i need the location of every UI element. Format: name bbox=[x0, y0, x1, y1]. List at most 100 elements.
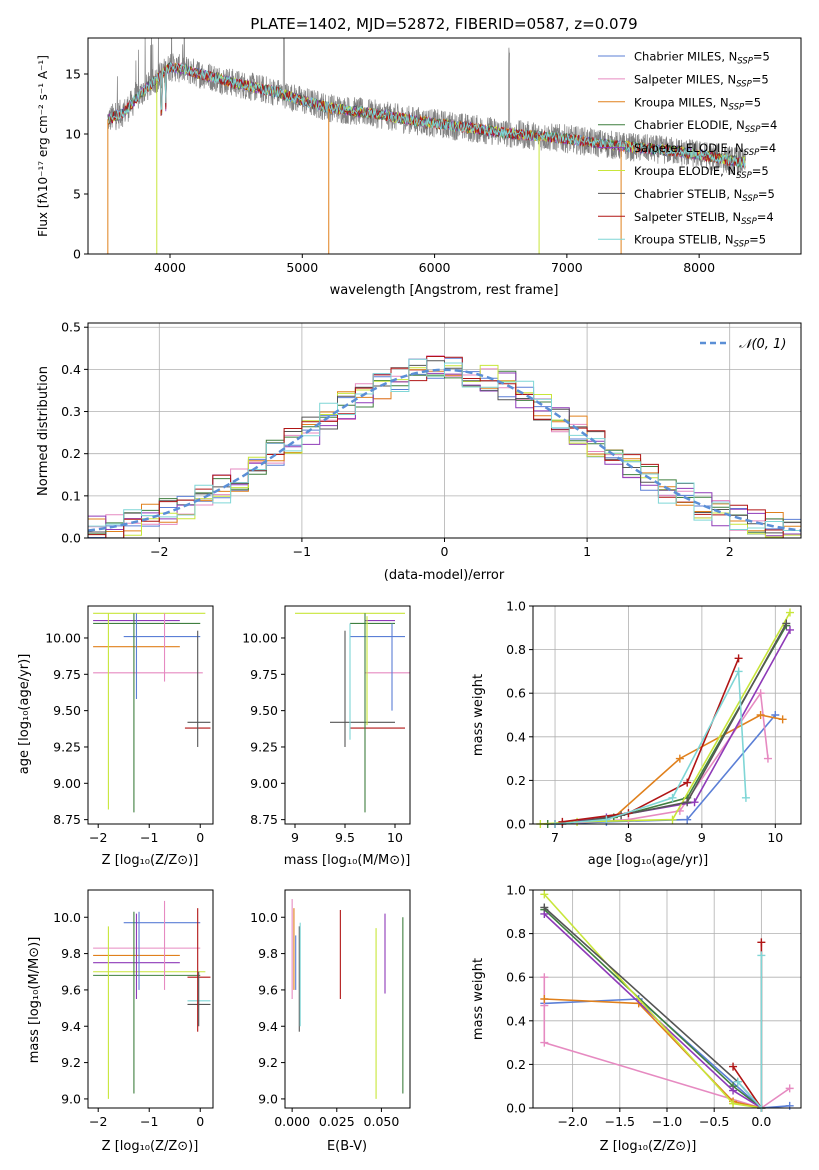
legend-suffix: =4 bbox=[759, 141, 776, 155]
y-tick-label: 0.1 bbox=[61, 488, 81, 503]
residual-ylabel: Normed distribution bbox=[36, 366, 51, 496]
model-spectrum-8 bbox=[107, 62, 746, 169]
legend-name: Salpeter ELODIE, N bbox=[634, 141, 744, 155]
panel-frame bbox=[87, 889, 214, 1109]
weight-point bbox=[785, 608, 794, 617]
panel-frame bbox=[532, 889, 802, 1109]
legend-label-2: Kroupa MILES, NSSP=5 bbox=[634, 95, 761, 112]
legend-suffix: =5 bbox=[752, 72, 769, 86]
weight-point bbox=[757, 951, 766, 960]
spectrum-xlabel: wavelength [Angstrom, rest frame] bbox=[330, 283, 559, 298]
y-tick-label: 10.00 bbox=[45, 630, 81, 645]
legend-name: Salpeter MILES, N bbox=[634, 72, 736, 86]
spectrum-series bbox=[107, 38, 746, 254]
weight-point bbox=[778, 715, 787, 724]
panel-data bbox=[93, 900, 211, 1099]
mass-vs-metallicity-xlabel: Z [log₁₀(Z/Z⊙)] bbox=[102, 1139, 199, 1154]
weight-point bbox=[668, 815, 677, 824]
legend-label-4: Salpeter ELODIE, NSSP=4 bbox=[634, 141, 776, 158]
y-tick-label: 9.50 bbox=[250, 703, 278, 718]
x-tick-label: 9 bbox=[291, 830, 299, 845]
panel-ticks: −2 −1 0 8.75 9.00 9.25 9.50 9.75 10.00 bbox=[45, 630, 204, 845]
y-tick-label: 9.8 bbox=[61, 946, 81, 961]
y-tick-label: 0.4 bbox=[506, 1013, 526, 1028]
mass-vs-extinction-xlabel: E(B-V) bbox=[327, 1139, 367, 1154]
weight-point bbox=[683, 798, 692, 807]
y-tick-label: 9.75 bbox=[250, 667, 278, 682]
x-tick-label: 1 bbox=[583, 544, 591, 559]
legend-sub: SSP bbox=[736, 79, 752, 89]
y-tick-label: 10.0 bbox=[53, 910, 81, 925]
y-tick-label: 9.50 bbox=[53, 703, 81, 718]
x-tick-label: 0.000 bbox=[274, 1114, 310, 1129]
weight-point bbox=[540, 1038, 549, 1047]
weight-point bbox=[683, 815, 692, 824]
age-vs-metallicity-plot: −2 −1 0 8.75 9.00 9.25 9.50 9.75 10.00 bbox=[45, 605, 214, 845]
x-tick-label: −0.5 bbox=[699, 1114, 729, 1129]
y-tick-label: 8.75 bbox=[250, 812, 278, 827]
weight-point bbox=[785, 625, 794, 634]
legend-name: Kroupa STELIB, N bbox=[634, 233, 734, 247]
x-tick-label: −2 bbox=[89, 1114, 107, 1129]
y-tick-label: 9.25 bbox=[53, 739, 81, 754]
x-tick-label: −1 bbox=[293, 544, 311, 559]
weight-point bbox=[756, 689, 765, 698]
weight-point bbox=[763, 754, 772, 763]
x-tick-label: −2 bbox=[150, 544, 168, 559]
x-tick-label: 6000 bbox=[419, 260, 451, 275]
weight-point bbox=[734, 654, 743, 663]
y-tick-label: 0.2 bbox=[61, 446, 81, 461]
x-tick-label: −1.5 bbox=[605, 1114, 635, 1129]
panel-data bbox=[93, 612, 211, 813]
residual-series bbox=[87, 355, 802, 539]
weight-point bbox=[729, 1086, 738, 1095]
legend-label-5: Kroupa ELODIE, NSSP=5 bbox=[634, 164, 769, 181]
y-tick-label: 0.3 bbox=[61, 404, 81, 419]
y-tick-label: 0 bbox=[73, 247, 81, 262]
weight-vs-metallicity-ylabel: mass weight bbox=[471, 958, 486, 1040]
y-tick-label: 9.4 bbox=[61, 1019, 81, 1034]
x-tick-label: 9 bbox=[698, 830, 706, 845]
x-tick-label: 0 bbox=[196, 830, 204, 845]
legend-name: Kroupa MILES, N bbox=[634, 95, 729, 109]
panel-ticks: 9 9.5 10 8.75 9.00 9.25 9.50 9.75 10.00 bbox=[242, 630, 403, 845]
weight-point bbox=[729, 1062, 738, 1071]
spectrum-ticks: 4000 5000 6000 7000 8000 0 5 10 15 bbox=[65, 67, 715, 276]
legend-name: Chabrier ELODIE, N bbox=[634, 118, 745, 132]
x-tick-label: 0 bbox=[196, 1114, 204, 1129]
y-tick-label: 0.0 bbox=[506, 817, 526, 832]
age-vs-mass-xlabel: mass [log₁₀(M/M⊙)] bbox=[284, 853, 411, 868]
x-tick-label: −2.0 bbox=[557, 1114, 587, 1129]
y-tick-label: 9.2 bbox=[258, 1055, 278, 1070]
weight-line-6 bbox=[562, 623, 787, 825]
x-tick-label: −1 bbox=[140, 1114, 158, 1129]
x-tick-label: 5000 bbox=[286, 260, 318, 275]
panel-frame bbox=[532, 605, 802, 825]
weight-point bbox=[734, 667, 743, 676]
x-tick-label: 0.050 bbox=[364, 1114, 400, 1129]
weight-vs-age-ylabel: mass weight bbox=[471, 674, 486, 756]
legend-name: Chabrier MILES, N bbox=[634, 50, 737, 64]
weight-vs-metallicity-xlabel: Z [log₁₀(Z/Z⊙)] bbox=[600, 1139, 697, 1154]
weight-point bbox=[540, 973, 549, 982]
y-tick-label: 9.6 bbox=[258, 982, 278, 997]
weight-point bbox=[729, 1099, 738, 1108]
y-tick-label: 9.8 bbox=[258, 946, 278, 961]
y-tick-label: 10.0 bbox=[250, 910, 278, 925]
residual-legend: 𝒩(0, 1) bbox=[700, 337, 786, 352]
x-tick-label: 7000 bbox=[551, 260, 583, 275]
legend-sub: SSP bbox=[737, 57, 753, 67]
legend-name: Kroupa ELODIE, N bbox=[634, 164, 736, 178]
panel-frame bbox=[284, 605, 411, 825]
legend-suffix: =5 bbox=[753, 50, 770, 64]
legend-name: Chabrier STELIB, N bbox=[634, 187, 742, 201]
legend-label-8: Kroupa STELIB, NSSP=5 bbox=[634, 233, 766, 250]
y-tick-label: 0.6 bbox=[506, 970, 526, 985]
y-tick-label: 9.00 bbox=[53, 776, 81, 791]
legend-sub: SSP bbox=[744, 148, 760, 158]
y-tick-label: 0.4 bbox=[506, 729, 526, 744]
legend-sub: SSP bbox=[734, 240, 750, 250]
age-vs-mass-plot: 9 9.5 10 8.75 9.00 9.25 9.50 9.75 10.00 bbox=[242, 605, 411, 845]
weight-point bbox=[741, 793, 750, 802]
x-tick-label: 10 bbox=[767, 830, 783, 845]
